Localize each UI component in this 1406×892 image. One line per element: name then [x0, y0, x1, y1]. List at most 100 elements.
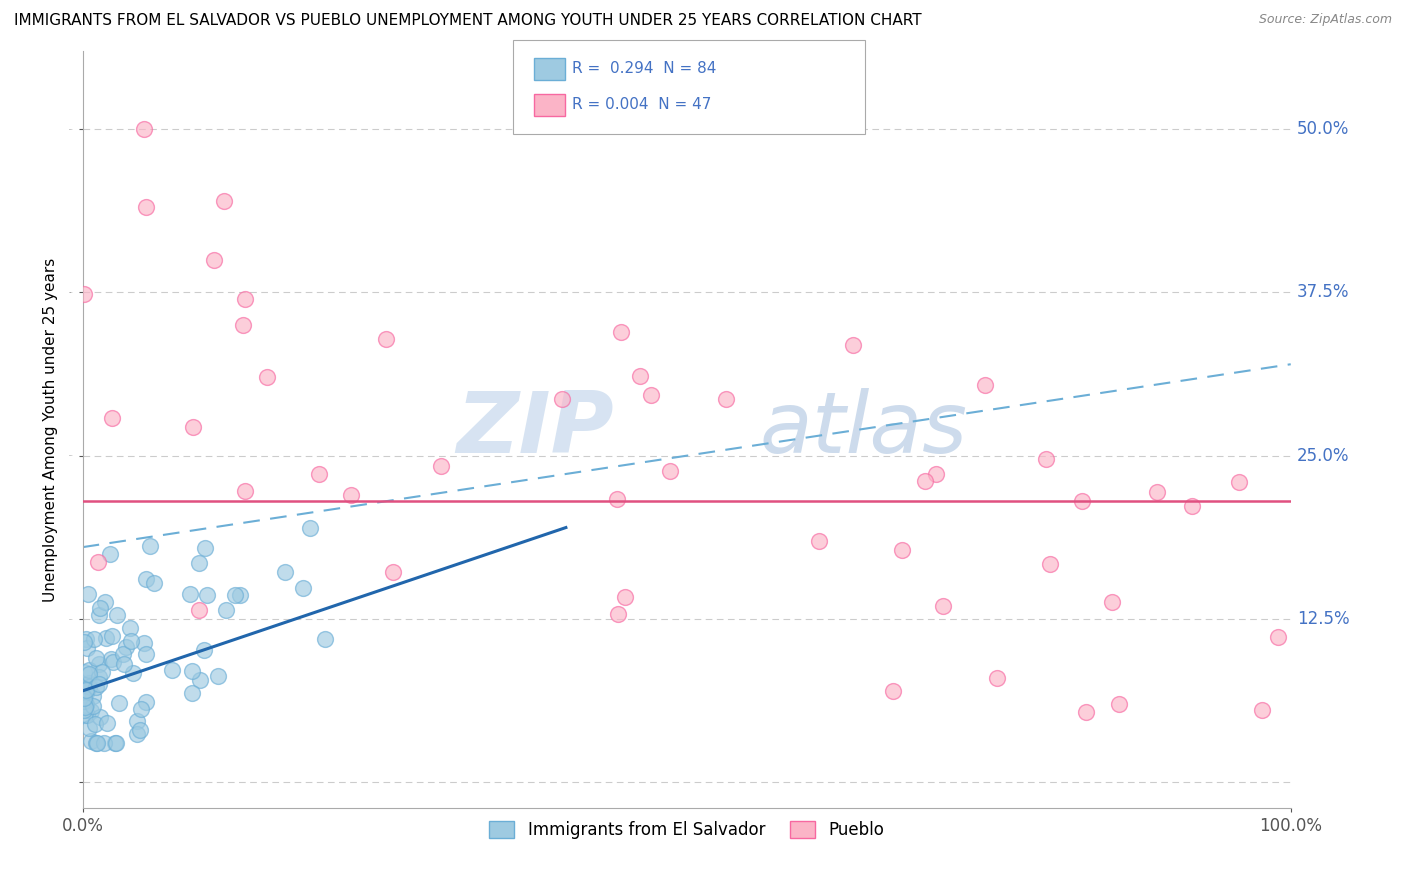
Point [135, 572, 157, 586]
Text: IMMIGRANTS FROM EL SALVADOR VS PUEBLO UNEMPLOYMENT AMONG YOUTH UNDER 25 YEARS CO: IMMIGRANTS FROM EL SALVADOR VS PUEBLO UN… [14, 13, 922, 29]
Point [180, 686, 202, 700]
Point [73, 703, 96, 717]
Point [82, 699, 104, 714]
Point [98, 547, 121, 561]
Point [101, 629, 124, 643]
Point [308, 467, 330, 482]
Point [73, 287, 96, 301]
Point [89, 709, 111, 723]
Point [181, 420, 204, 434]
Point [1267, 630, 1289, 644]
Point [80, 734, 103, 748]
Point [1035, 452, 1057, 467]
Point [87, 670, 110, 684]
Point [139, 539, 162, 553]
Point [212, 194, 235, 208]
Point [714, 392, 737, 406]
Point [79, 667, 101, 681]
Point [73, 699, 96, 714]
Point [75, 686, 97, 700]
Point [224, 589, 246, 603]
Point [75, 708, 97, 723]
Text: atlas: atlas [759, 388, 967, 471]
Text: 37.5%: 37.5% [1296, 284, 1350, 301]
Point [188, 603, 211, 617]
Point [256, 370, 278, 384]
Text: ZIP: ZIP [457, 388, 614, 471]
Text: R =  0.294  N = 84: R = 0.294 N = 84 [572, 62, 717, 76]
Text: R = 0.004  N = 47: R = 0.004 N = 47 [572, 97, 711, 112]
Point [628, 369, 651, 384]
Point [84, 736, 107, 750]
Point [77, 675, 100, 690]
Point [94, 595, 117, 609]
Point [84, 717, 107, 731]
Point [314, 632, 336, 647]
Point [125, 727, 148, 741]
Point [77, 663, 100, 677]
Point [89, 657, 111, 671]
Point [75, 698, 97, 713]
Point [101, 655, 124, 669]
Point [132, 122, 155, 136]
Point [291, 581, 314, 595]
Point [84, 681, 107, 695]
Point [974, 378, 997, 392]
Text: Source: ZipAtlas.com: Source: ZipAtlas.com [1258, 13, 1392, 27]
Point [914, 474, 936, 488]
Point [924, 467, 946, 482]
Point [73, 685, 96, 699]
Point [73, 694, 96, 708]
Point [882, 684, 904, 698]
Point [101, 411, 124, 425]
Point [1071, 493, 1094, 508]
Text: 25.0%: 25.0% [1296, 447, 1350, 465]
Point [76, 640, 98, 655]
Point [215, 603, 238, 617]
Point [229, 588, 252, 602]
Point [808, 533, 831, 548]
Point [100, 652, 122, 666]
Point [86, 736, 108, 750]
Point [135, 201, 157, 215]
Point [1039, 558, 1062, 572]
Legend: Immigrants from El Salvador, Pueblo: Immigrants from El Salvador, Pueblo [482, 814, 891, 846]
Point [91, 665, 114, 679]
Point [142, 575, 165, 590]
Point [207, 668, 229, 682]
Point [77, 721, 100, 735]
Point [179, 587, 201, 601]
Point [89, 601, 111, 615]
Point [96, 631, 118, 645]
Point [1108, 697, 1130, 711]
Point [77, 680, 100, 694]
Point [128, 723, 150, 737]
Point [232, 318, 254, 332]
Point [89, 607, 111, 622]
Point [610, 326, 633, 340]
Point [104, 736, 127, 750]
Point [75, 697, 97, 711]
Point [132, 636, 155, 650]
Point [82, 690, 104, 704]
Point [187, 556, 209, 570]
Point [107, 608, 129, 623]
Point [640, 388, 662, 402]
Point [112, 647, 135, 661]
Point [129, 701, 152, 715]
Point [75, 677, 97, 691]
Point [1076, 705, 1098, 719]
Point [135, 695, 157, 709]
Point [1181, 499, 1204, 513]
Point [89, 676, 111, 690]
Point [1101, 595, 1123, 609]
Point [135, 647, 157, 661]
Point [115, 640, 138, 655]
Point [181, 664, 204, 678]
Point [932, 599, 955, 614]
Point [77, 587, 100, 601]
Point [73, 635, 96, 649]
Point [73, 665, 96, 680]
Point [193, 643, 215, 657]
Point [551, 392, 574, 406]
